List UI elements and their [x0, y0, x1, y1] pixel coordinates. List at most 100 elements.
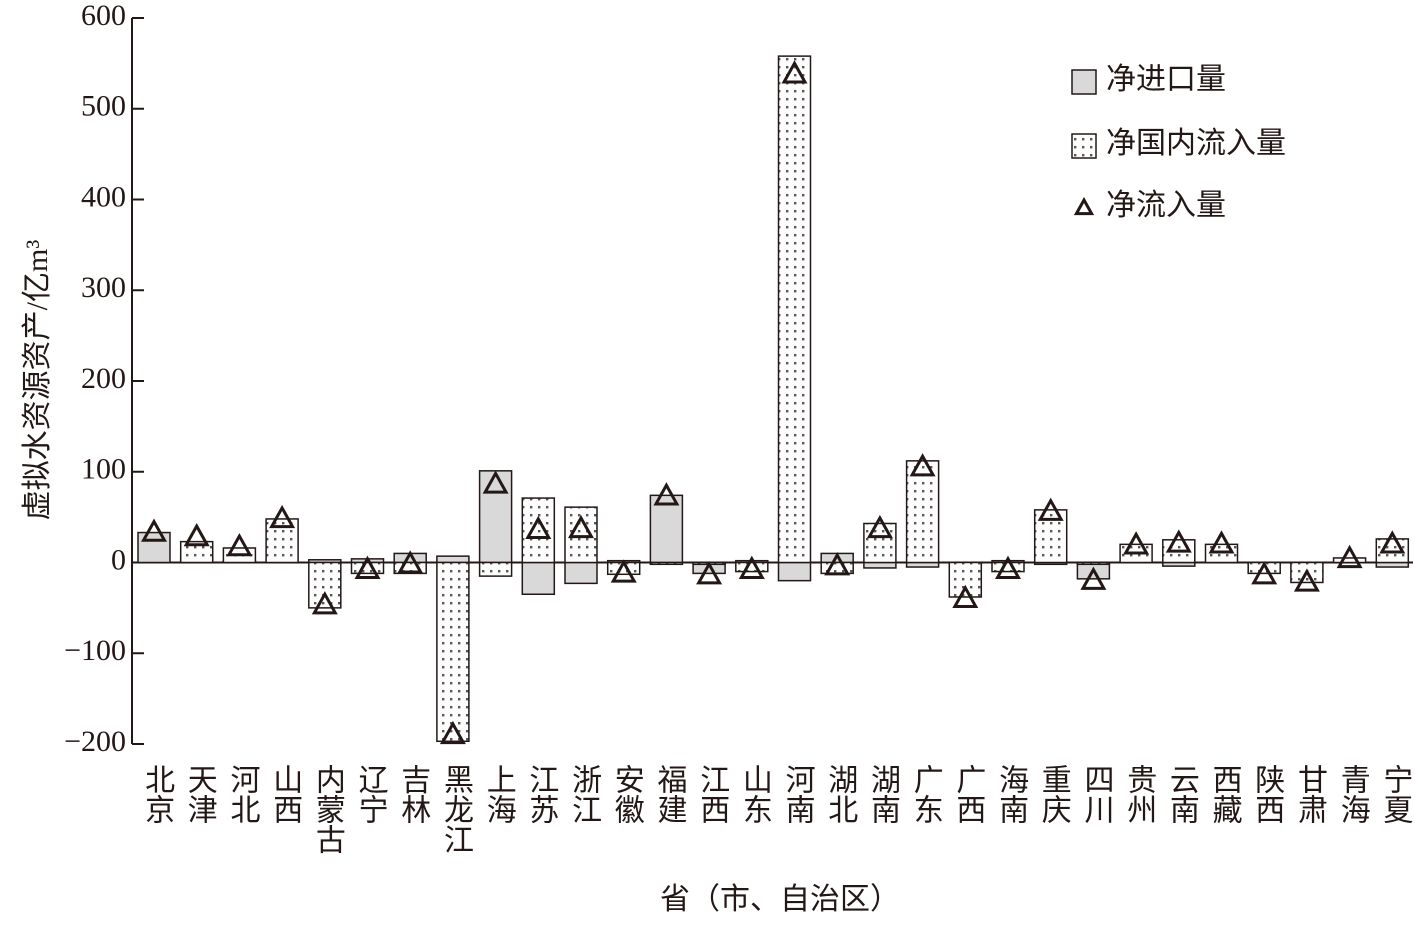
dotted-bar: [308, 561, 342, 609]
triangle-marker: [909, 453, 936, 477]
triangle-marker: [1080, 566, 1107, 590]
triangle-marker: [525, 515, 552, 540]
dotted-bar: [350, 561, 385, 575]
x-tick-label: 安徽: [610, 764, 645, 824]
triangle-marker: [140, 518, 168, 542]
bar: [521, 561, 556, 596]
triangle-marker: [1123, 531, 1150, 555]
y-tick-label: 300: [81, 271, 126, 304]
triangle-marker: [738, 555, 765, 579]
triangle-marker: [439, 720, 466, 745]
triangle-marker: [1208, 530, 1235, 554]
y-tick-label: 100: [81, 453, 126, 486]
dotted-bar: [1332, 557, 1367, 564]
triangle-marker: [1336, 544, 1363, 569]
x-tick-label: 宁夏: [1378, 764, 1412, 824]
y-tick-label: 0: [111, 543, 126, 576]
dotted-bar: [948, 561, 983, 598]
y-tick-label: 600: [81, 0, 126, 32]
x-tick-label: 广西: [951, 764, 985, 824]
dotted-bar: [436, 561, 470, 743]
triangle-marker: [354, 555, 381, 579]
dotted-bar: [991, 561, 1025, 573]
x-tick-label: 湖北: [823, 764, 857, 824]
x-tick-label: 海南: [994, 764, 1028, 824]
triangle-marker: [269, 504, 296, 529]
triangle-marker: [1037, 497, 1064, 521]
triangle-marker: [610, 559, 637, 583]
triangle-marker: [183, 523, 210, 547]
x-tick-label: 辽宁: [354, 764, 389, 824]
x-tick-label: 湖南: [866, 764, 900, 824]
x-tick-label: 青海: [1336, 764, 1370, 824]
x-tick-label: 浙江: [567, 764, 601, 824]
dotted-bar: [820, 561, 854, 575]
legend-swatch: [1071, 133, 1097, 159]
triangle-marker: [397, 550, 424, 574]
x-tick-label: 江苏: [524, 764, 558, 824]
x-tick-label: 山西: [268, 764, 302, 824]
x-tick-label: 四川: [1080, 764, 1115, 824]
x-tick-label: 北京: [140, 764, 174, 824]
dotted-bar: [649, 561, 684, 566]
x-axis-label: 省（市、自治区）: [660, 883, 900, 916]
y-tick-label: 500: [81, 90, 126, 123]
x-tick-label: 云南: [1165, 764, 1199, 824]
x-tick-label: 福建: [653, 764, 688, 824]
bar: [436, 555, 470, 564]
x-tick-label: 内蒙古: [311, 764, 345, 854]
triangle-marker: [1379, 530, 1406, 554]
x-tick-label: 河北: [226, 764, 261, 824]
triangle-marker: [567, 514, 595, 539]
dotted-bar: [777, 55, 812, 564]
bar: [478, 470, 513, 564]
x-tick-label: 甘肃: [1293, 764, 1327, 824]
dotted-bar: [1076, 561, 1111, 566]
x-tick-label: 山东: [738, 764, 771, 824]
x-tick-label: 西藏: [1208, 764, 1242, 824]
triangle-marker: [1165, 529, 1192, 553]
triangle-marker: [226, 532, 253, 557]
y-tick-label: −100: [64, 634, 126, 667]
dotted-bar: [905, 460, 940, 564]
triangle-marker: [824, 552, 851, 576]
legend-label: 净进口量: [1106, 63, 1226, 96]
bar: [777, 561, 812, 582]
x-tick-label: 贵州: [1122, 764, 1157, 824]
legend-swatch: [1071, 69, 1097, 95]
triangle-marker: [311, 591, 338, 615]
triangle-marker: [952, 584, 979, 608]
dotted-bar: [478, 561, 513, 577]
legend-label: 净流入量: [1106, 189, 1226, 222]
y-axis-label: 虚拟水资源资产/亿m³: [21, 240, 54, 521]
bar: [137, 531, 171, 564]
triangle-marker: [866, 514, 893, 539]
x-tick-label: 陕西: [1250, 764, 1284, 824]
dotted-bar: [179, 540, 214, 564]
x-tick-label: 天津: [183, 764, 217, 824]
x-tick-label: 上海: [482, 764, 516, 824]
triangle-marker: [994, 555, 1022, 579]
x-tick-label: 河南: [781, 764, 816, 824]
x-tick-label: 广东: [909, 764, 943, 824]
y-tick-label: 200: [81, 362, 126, 395]
y-tick-label: −200: [64, 725, 126, 758]
x-tick-label: 江西: [695, 764, 729, 824]
bar: [649, 494, 684, 564]
triangle-marker: [1251, 561, 1278, 585]
triangle-marker: [653, 482, 680, 506]
legend-swatch: [1073, 196, 1095, 216]
triangle-marker: [696, 561, 723, 585]
bar: [863, 561, 897, 569]
triangle-marker: [1293, 568, 1320, 592]
x-tick-label: 重庆: [1037, 764, 1072, 824]
x-tick-label: 黑龙江: [439, 764, 473, 854]
bar: [564, 561, 598, 585]
triangle-marker: [482, 470, 509, 494]
triangle-marker: [781, 60, 808, 84]
dotted-bar: [863, 522, 897, 564]
y-tick-label: 400: [81, 180, 126, 213]
dotted-bar: [735, 561, 769, 573]
dotted-bar: [521, 497, 556, 564]
